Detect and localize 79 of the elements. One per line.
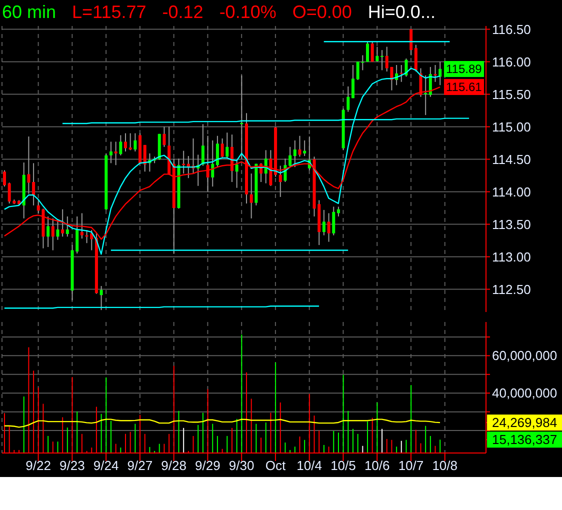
x-tick-label: 9/30 (228, 458, 254, 474)
data-label: 115.61 (444, 79, 484, 96)
x-tick-label: 9/27 (127, 458, 153, 474)
candlestick (216, 135, 219, 168)
candlestick (351, 64, 354, 99)
candlestick (332, 206, 336, 236)
candlestick (201, 124, 204, 166)
x-tick-label: 9/23 (60, 458, 85, 474)
candlestick (380, 50, 384, 71)
y-tick-label: 116.50 (492, 22, 531, 37)
candlestick (346, 86, 350, 112)
x-tick-label: 9/28 (161, 458, 186, 474)
y-tick-label: 114.50 (492, 152, 531, 167)
text: O=0.00 (292, 2, 352, 22)
candlestick (404, 58, 408, 78)
y-tick-label: 113.00 (492, 249, 531, 264)
y-tick-label: 113.50 (492, 216, 531, 232)
x-tick-label: 9/24 (93, 458, 119, 474)
text: Hi=0.0... (368, 2, 436, 22)
y-tick-label: 115.50 (492, 86, 531, 102)
candlestick (327, 212, 330, 242)
candlestick (293, 140, 296, 168)
candlestick (66, 216, 69, 238)
x-tick-label: 10/7 (398, 458, 424, 474)
candlestick (27, 136, 30, 194)
candlestick (114, 141, 118, 166)
candlestick (220, 138, 224, 158)
candlestick (56, 220, 60, 240)
candlestick (124, 132, 127, 152)
y-tick-label: 116.00 (492, 54, 531, 70)
chart-title: 60 min (2, 2, 56, 22)
candlestick (298, 135, 302, 158)
candlestick (370, 41, 374, 62)
candlestick (250, 173, 253, 219)
candlestick (134, 132, 137, 152)
x-tick-label: 9/22 (26, 458, 51, 474)
text: -0.12 (162, 2, 204, 22)
x-tick-label: Oct (265, 458, 286, 474)
candlestick (366, 41, 369, 62)
text: 115.89 (446, 62, 482, 76)
y-tick-label: 24,269,984 (492, 415, 558, 430)
candlestick (211, 140, 214, 188)
candlestick (424, 74, 428, 116)
candlestick (438, 61, 442, 86)
candlestick (410, 28, 413, 56)
candlestick (303, 140, 306, 156)
candlestick (434, 64, 437, 82)
y-tick-label: 114.00 (492, 184, 531, 200)
candlestick (128, 132, 132, 151)
candlestick (100, 286, 103, 311)
line-series (4, 418, 441, 428)
y-tick-label: 15,136,337 (492, 432, 558, 448)
candlestick (32, 162, 36, 206)
x-tick-label: 10/4 (296, 458, 322, 474)
candlestick (376, 46, 379, 62)
candlestick (226, 132, 229, 160)
text: -0.10% (219, 2, 276, 22)
candlestick (288, 146, 292, 168)
text: L=115.77 (72, 2, 146, 22)
candlestick (3, 170, 6, 188)
candlestick (119, 134, 122, 156)
candlestick (235, 159, 238, 188)
x-tick-label: 10/5 (330, 458, 356, 474)
y-tick-label: 60,000,000 (492, 348, 558, 364)
candlestick (414, 44, 418, 72)
candlestick (278, 165, 282, 198)
x-tick-label: 9/29 (195, 458, 220, 474)
candlestick (61, 208, 64, 238)
x-tick-label: 10/6 (364, 458, 390, 474)
candlestick (162, 126, 166, 148)
y-tick-label: 40,000,000 (492, 386, 558, 401)
candlestick (400, 64, 403, 82)
x-tick-label: 10/8 (432, 458, 458, 474)
y-tick-label: 115.00 (492, 119, 531, 134)
candlestick (322, 209, 326, 236)
candlestick (206, 135, 210, 192)
candlestick (109, 141, 112, 164)
y-tick-label: 112.50 (492, 282, 531, 297)
candlestick (46, 216, 50, 248)
